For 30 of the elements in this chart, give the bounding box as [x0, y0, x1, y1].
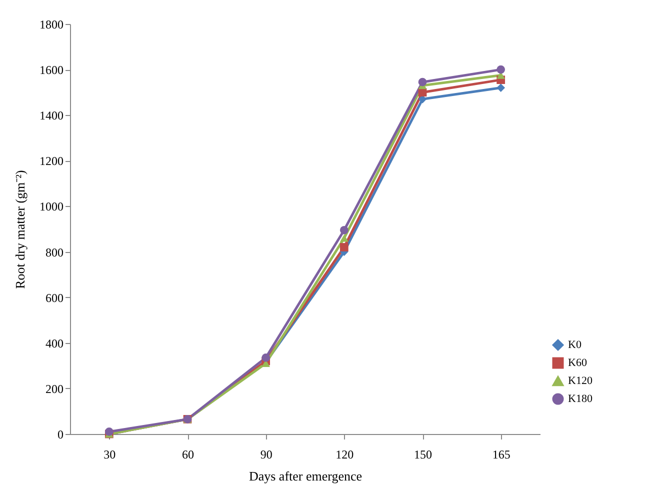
y-tick-label: 600: [46, 290, 64, 305]
x-tick-label: 165: [492, 448, 510, 462]
legend-label: K0: [568, 339, 582, 351]
legend-label: K60: [568, 357, 588, 369]
y-tick-label: 200: [46, 382, 64, 396]
x-tick-label: 60: [182, 448, 194, 462]
point: [418, 78, 427, 86]
point: [262, 354, 270, 362]
point: [340, 226, 348, 234]
point: [104, 428, 114, 436]
x-tick-label: 120: [336, 448, 354, 462]
y-tick-label: 1000: [40, 200, 64, 214]
legend-label: K120: [568, 375, 593, 387]
point: [340, 243, 348, 252]
point: [496, 84, 506, 92]
y-tick-label: 800: [46, 245, 64, 260]
point: [496, 65, 506, 74]
y-axis-title: Root dry matter (gm⁻²): [12, 170, 28, 289]
y-tick-label: 1800: [40, 18, 64, 32]
point: [340, 234, 348, 242]
y-tick-label: 1600: [40, 63, 64, 78]
y-tick-label: 0: [58, 428, 64, 442]
x-axis-title: Days after emergence: [248, 468, 362, 484]
y-tick-label: 1200: [40, 154, 64, 168]
x-tick-label: 150: [414, 448, 432, 462]
y-tick-label: 1400: [40, 108, 64, 123]
x-tick-label: 30: [104, 448, 116, 462]
legend-label: K180: [568, 393, 593, 405]
y-tick-label: 400: [46, 336, 64, 350]
x-tick-label: 90: [260, 448, 272, 462]
